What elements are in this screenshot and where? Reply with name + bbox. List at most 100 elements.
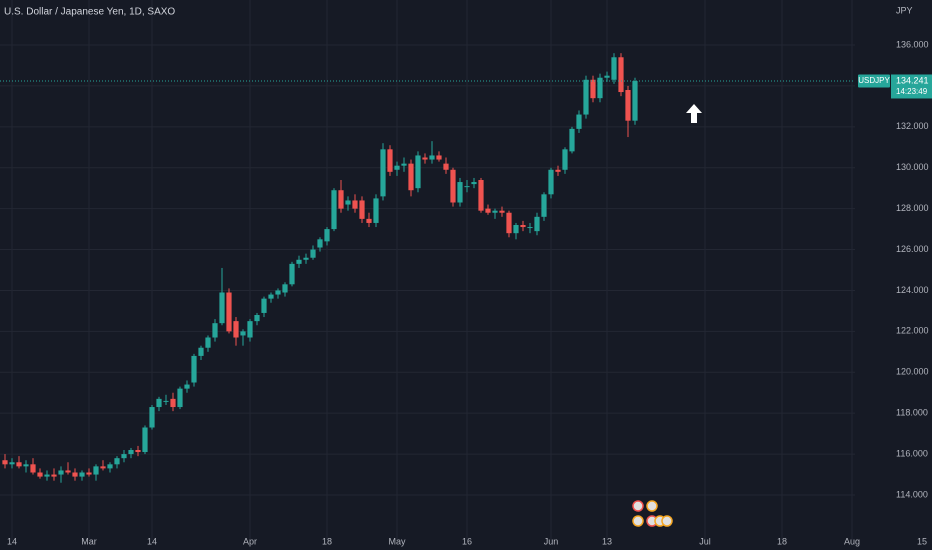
candle-body <box>485 208 491 213</box>
candle-body <box>422 157 428 160</box>
candle-body <box>401 163 407 166</box>
candle-body <box>450 169 456 203</box>
y-tick-label: 126.000 <box>896 244 929 254</box>
event-flags[interactable] <box>632 500 673 527</box>
candle-body <box>219 292 225 324</box>
candle-body <box>142 427 148 453</box>
candle-body <box>373 198 379 223</box>
candle-body <box>247 321 253 338</box>
candle-body <box>506 212 512 234</box>
candles <box>2 53 638 483</box>
candle-body <box>184 384 190 389</box>
candle-body <box>86 472 92 475</box>
candle-body <box>492 210 498 213</box>
candle-body <box>191 355 197 383</box>
candle-body <box>541 194 547 217</box>
y-tick-label: 122.000 <box>896 326 929 336</box>
candle-body <box>387 149 393 172</box>
candle-body <box>30 464 36 473</box>
candle-body <box>240 331 246 336</box>
candle-body <box>632 81 638 121</box>
candle-body <box>576 114 582 129</box>
candle-body <box>2 460 8 465</box>
event-flag[interactable] <box>632 515 644 527</box>
x-tick-label: Mar <box>81 536 97 546</box>
candle-body <box>429 155 435 160</box>
candle-body <box>65 470 71 473</box>
x-tick-label: 18 <box>777 536 787 546</box>
x-tick-label: Aug <box>844 536 860 546</box>
candle-body <box>457 182 463 203</box>
candle-body <box>527 227 533 229</box>
candle-body <box>289 263 295 285</box>
event-flag[interactable] <box>646 500 658 512</box>
candle-body <box>534 216 540 232</box>
candle-body <box>198 347 204 356</box>
candle-body <box>16 462 22 467</box>
x-tick-label: 18 <box>322 536 332 546</box>
candle-body <box>338 190 344 209</box>
candle-body <box>135 450 141 453</box>
candle-body <box>128 450 134 455</box>
candle-body <box>296 259 302 264</box>
x-tick-label: Jul <box>699 536 711 546</box>
countdown-label: 14:23:49 <box>896 87 928 96</box>
candle-body <box>583 79 589 115</box>
y-tick-label: 130.000 <box>896 162 929 172</box>
candle-body <box>443 163 449 170</box>
candle-body <box>226 292 232 332</box>
candle-body <box>555 169 561 172</box>
up-arrow <box>686 104 702 123</box>
x-tick-label: 14 <box>7 536 17 546</box>
symbol-label: USDJPY <box>858 76 890 85</box>
candle-body <box>177 388 183 408</box>
candle-body <box>23 464 29 467</box>
candle-body <box>366 218 372 223</box>
candle-body <box>590 79 596 99</box>
candle-body <box>205 337 211 348</box>
candle-body <box>611 57 617 80</box>
symbol-tag <box>858 74 890 88</box>
candle-body <box>352 200 358 209</box>
candle-body <box>513 225 519 234</box>
candle-body <box>471 182 477 185</box>
candle-body <box>212 323 218 338</box>
y-tick-label: 128.000 <box>896 203 929 213</box>
candle-body <box>310 249 316 258</box>
x-tick-label: 14 <box>147 536 157 546</box>
candle-body <box>254 315 260 322</box>
candle-body <box>93 466 99 475</box>
y-tick-label: 132.000 <box>896 121 929 131</box>
candle-body <box>156 398 162 408</box>
candle-body <box>394 165 400 170</box>
candle-body <box>114 458 120 465</box>
candle-body <box>380 149 386 197</box>
candle-body <box>170 398 176 408</box>
candle-body <box>478 180 484 211</box>
y-tick-label: 124.000 <box>896 285 929 295</box>
candle-body <box>499 210 505 213</box>
candle-body <box>625 90 631 121</box>
candle-body <box>268 294 274 299</box>
event-flag[interactable] <box>661 515 673 527</box>
candle-body <box>149 407 155 428</box>
currency-label: JPY <box>896 5 913 15</box>
x-tick-label: 16 <box>462 536 472 546</box>
candle-body <box>562 149 568 170</box>
x-tick-label: 15 <box>917 536 927 546</box>
candle-body <box>618 57 624 93</box>
candle-body <box>548 169 554 195</box>
candle-body <box>331 190 337 230</box>
candle-body <box>275 290 281 295</box>
candle-body <box>100 466 106 469</box>
y-tick-label: 136.000 <box>896 39 929 49</box>
candle-body <box>72 472 78 477</box>
event-flag[interactable] <box>632 500 644 512</box>
candle-body <box>37 472 43 477</box>
candle-body <box>9 462 15 465</box>
candle-body <box>51 474 57 477</box>
y-tick-label: 120.000 <box>896 367 929 377</box>
candle-body <box>317 239 323 248</box>
y-tick-label: 114.000 <box>896 489 928 499</box>
